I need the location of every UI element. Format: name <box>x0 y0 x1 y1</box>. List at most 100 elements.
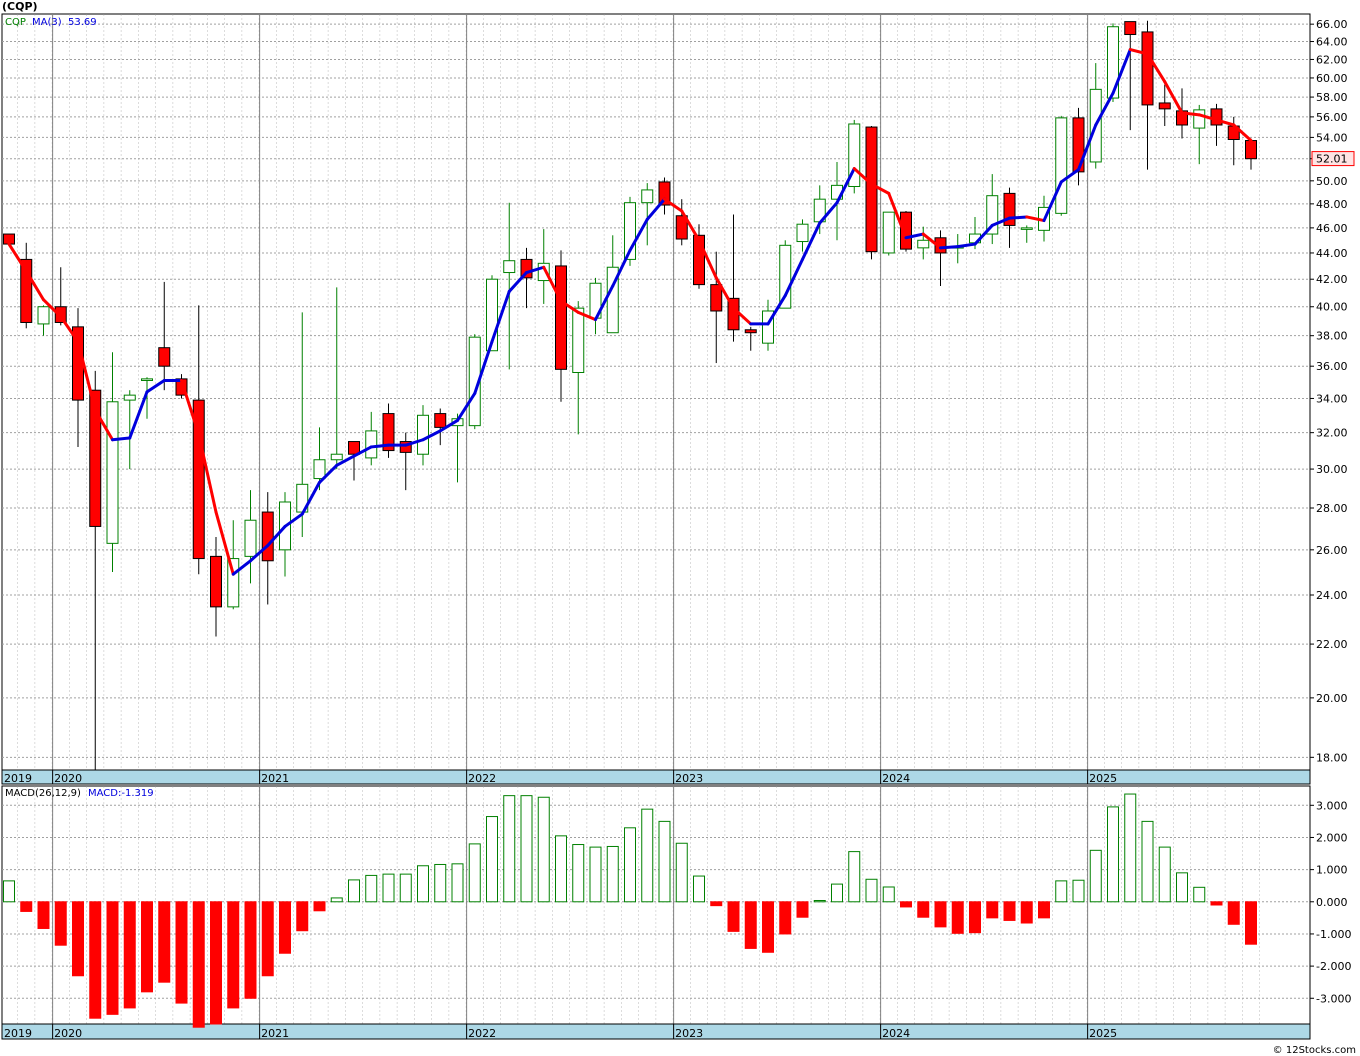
price-tick-label: 58.00 <box>1316 91 1348 104</box>
x-axis-year-label: 2024 <box>882 772 910 785</box>
candle-up <box>848 123 861 187</box>
candle-down <box>261 511 274 562</box>
macd-bar <box>210 901 222 1025</box>
macd-bar <box>727 901 740 932</box>
macd-bar <box>537 796 550 903</box>
macd-bar <box>382 873 395 903</box>
candle-down <box>744 329 757 334</box>
macd-bar <box>468 843 481 903</box>
price-tick-label: 22.00 <box>1316 638 1348 651</box>
macd-bar <box>1107 806 1119 903</box>
macd-bar <box>1124 793 1137 903</box>
ma3-line-segment <box>421 429 442 442</box>
ma3-line-segment <box>1094 91 1115 127</box>
ma3-line-segment <box>128 390 149 440</box>
ma3-line-segment <box>93 408 114 442</box>
ma3-line-segment <box>680 209 701 242</box>
ma3-line-segment <box>645 197 666 221</box>
price-tick-label: 38.00 <box>1316 330 1348 343</box>
candle-down <box>710 284 723 312</box>
candle-down <box>1245 140 1257 160</box>
macd-tick-label: -3.000 <box>1316 992 1351 1005</box>
x-axis-year-label: 2024 <box>882 1027 910 1040</box>
macd-bar <box>969 901 981 934</box>
candle-up <box>503 260 516 274</box>
macd-bar <box>779 901 792 935</box>
ma3-line-segment <box>76 340 97 412</box>
macd-bar <box>175 901 188 1004</box>
macd-bar <box>1245 901 1257 945</box>
ma3-line-segment <box>766 294 787 326</box>
candle-down <box>675 215 688 240</box>
candle-up <box>486 278 498 352</box>
macd-bar <box>900 901 912 908</box>
macd-bar <box>106 901 119 1015</box>
price-x-axis-band <box>1 769 1311 785</box>
macd-bar <box>89 901 102 1019</box>
ma3-line-segment <box>59 315 80 344</box>
ma3-line-segment <box>1059 168 1080 184</box>
macd-bar <box>572 844 585 903</box>
macd-bar <box>589 846 602 903</box>
ma3-line-segment <box>1128 48 1149 56</box>
candle-up <box>365 430 378 459</box>
macd-bar <box>1003 901 1016 921</box>
ma3-line-segment <box>24 269 45 302</box>
macd-bar <box>1141 820 1154 903</box>
macd-bar <box>365 874 378 903</box>
ma3-line-segment <box>335 454 356 467</box>
macd-legend-name: MACD(26,12,9) <box>5 788 81 799</box>
x-axis-year-label: 2022 <box>468 1027 496 1040</box>
candle-up <box>1193 109 1206 129</box>
ma3-line-segment <box>835 167 856 205</box>
macd-legend-value: MACD:-1.319 <box>88 788 154 799</box>
ma3-line-segment <box>628 217 649 252</box>
price-legend-ma: MA(3) <box>32 17 62 28</box>
ma3-line-segment <box>611 248 632 288</box>
macd-bar <box>1193 886 1206 903</box>
candle-down <box>658 181 671 206</box>
ma3-line-segment <box>266 524 287 547</box>
macd-bar <box>72 901 84 977</box>
ma3-line-segment <box>300 480 321 516</box>
candle-down <box>382 413 395 452</box>
candle-down <box>520 258 533 279</box>
price-tick-label: 20.00 <box>1316 692 1348 705</box>
x-axis-year-label: 2023 <box>675 1027 703 1040</box>
candle-down <box>348 441 360 455</box>
macd-bar <box>261 901 274 977</box>
candle-up <box>123 394 136 401</box>
macd-bar <box>20 901 33 912</box>
macd-bar <box>1089 849 1102 903</box>
candle-up <box>313 459 326 480</box>
macd-bar <box>37 901 50 929</box>
ma3-line-segment <box>921 232 942 250</box>
macd-bar <box>1176 872 1188 903</box>
macd-bar <box>693 875 705 903</box>
macd-bar <box>882 886 895 903</box>
candle-down <box>175 378 188 396</box>
price-tick-label: 50.00 <box>1316 175 1348 188</box>
candle-up <box>606 266 619 334</box>
candle-down <box>1124 21 1137 36</box>
macd-bar <box>917 901 930 918</box>
ma3-line-segment <box>732 306 753 326</box>
macd-bar <box>744 901 757 949</box>
macd-bar <box>399 873 412 903</box>
macd-bar <box>986 901 999 919</box>
candle-up <box>417 414 429 455</box>
candle-up <box>1107 26 1119 99</box>
macd-bar <box>520 795 533 903</box>
ma3-line-segment <box>956 242 977 249</box>
ma3-line-segment <box>1146 52 1167 84</box>
ma3-line-segment <box>283 512 304 528</box>
price-tick-label: 40.00 <box>1316 301 1348 314</box>
candle-up <box>141 378 153 381</box>
x-axis-year-label: 2019 <box>4 772 32 785</box>
macd-bar <box>1158 846 1171 903</box>
ma3-line-segment <box>352 445 373 458</box>
candle-down <box>900 211 912 250</box>
candle-up <box>227 558 240 608</box>
ma3-line-segment <box>456 391 477 422</box>
candle-down <box>3 233 15 245</box>
